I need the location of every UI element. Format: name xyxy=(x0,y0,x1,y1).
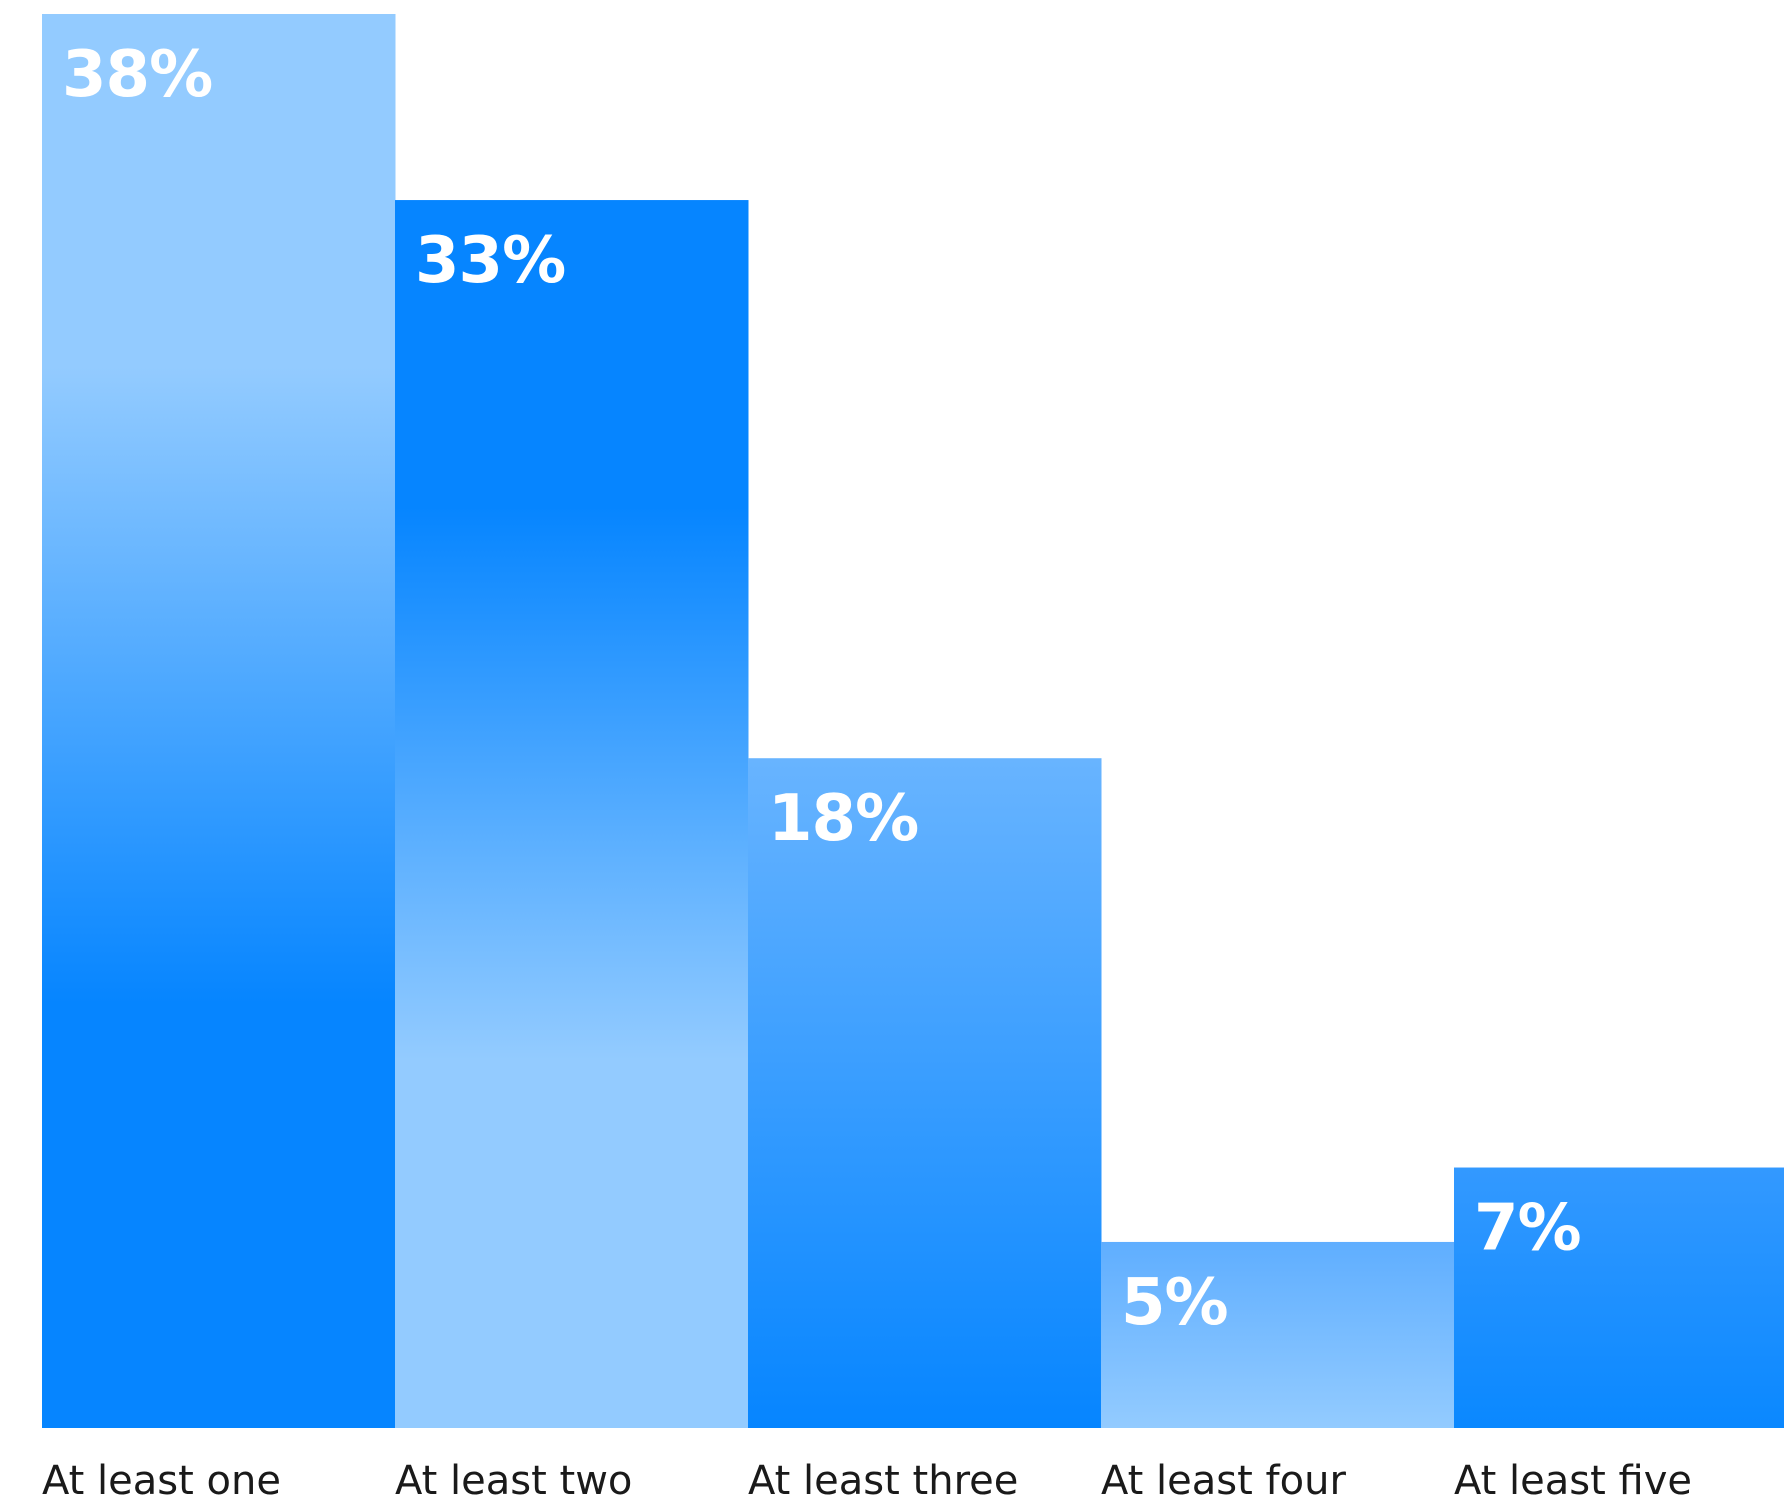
bars-layer xyxy=(42,14,1784,1429)
category-label-4: At least four xyxy=(1101,1458,1346,1501)
bar-3 xyxy=(748,758,1102,1428)
bar-5 xyxy=(1454,1167,1784,1428)
bar-2 xyxy=(395,200,749,1429)
x-axis-labels: At least one At least two At least three At… xyxy=(42,1458,1692,1501)
value-label-5: 7% xyxy=(1474,1192,1581,1266)
value-label-3: 18% xyxy=(768,782,918,856)
value-label-2: 33% xyxy=(415,224,565,298)
value-label-4: 5% xyxy=(1121,1266,1228,1340)
bar-1 xyxy=(42,14,396,1428)
category-label-1: At least one xyxy=(42,1458,281,1501)
value-label-1: 38% xyxy=(62,38,212,112)
category-label-2: At least two xyxy=(395,1458,632,1501)
value-labels-layer: 38% 33% 18% 5% 7% xyxy=(62,38,1582,1340)
category-label-3: At least three xyxy=(748,1458,1018,1501)
category-label-5: At least five xyxy=(1454,1458,1692,1501)
bar-4 xyxy=(1101,1241,1455,1428)
